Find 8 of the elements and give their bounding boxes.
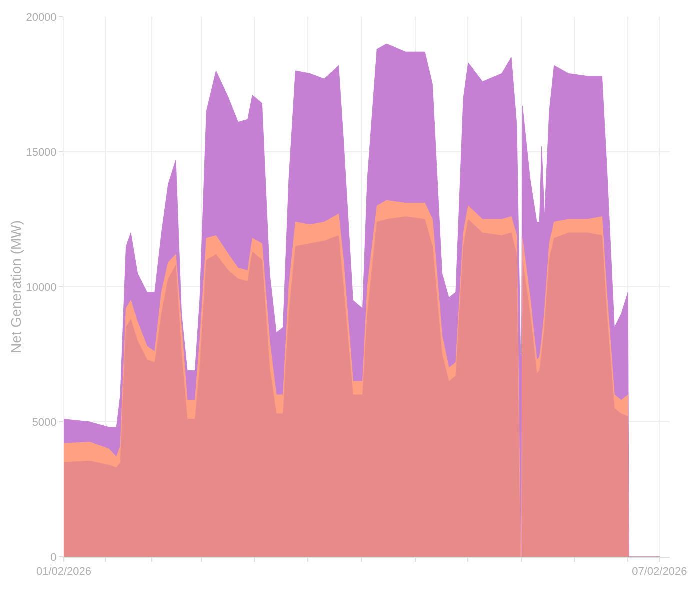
- y-tick-label: 10000: [26, 282, 57, 294]
- y-tick-label: 0: [50, 552, 57, 564]
- x-tick-label: 07/02/2026: [632, 566, 688, 578]
- y-tick-label: 5000: [32, 416, 57, 429]
- x-tick-label: 01/02/2026: [36, 566, 92, 578]
- y-tick-label: 15000: [26, 146, 57, 159]
- y-axis-title: Net Generation (MW): [8, 220, 24, 354]
- y-tick-label: 20000: [26, 12, 57, 24]
